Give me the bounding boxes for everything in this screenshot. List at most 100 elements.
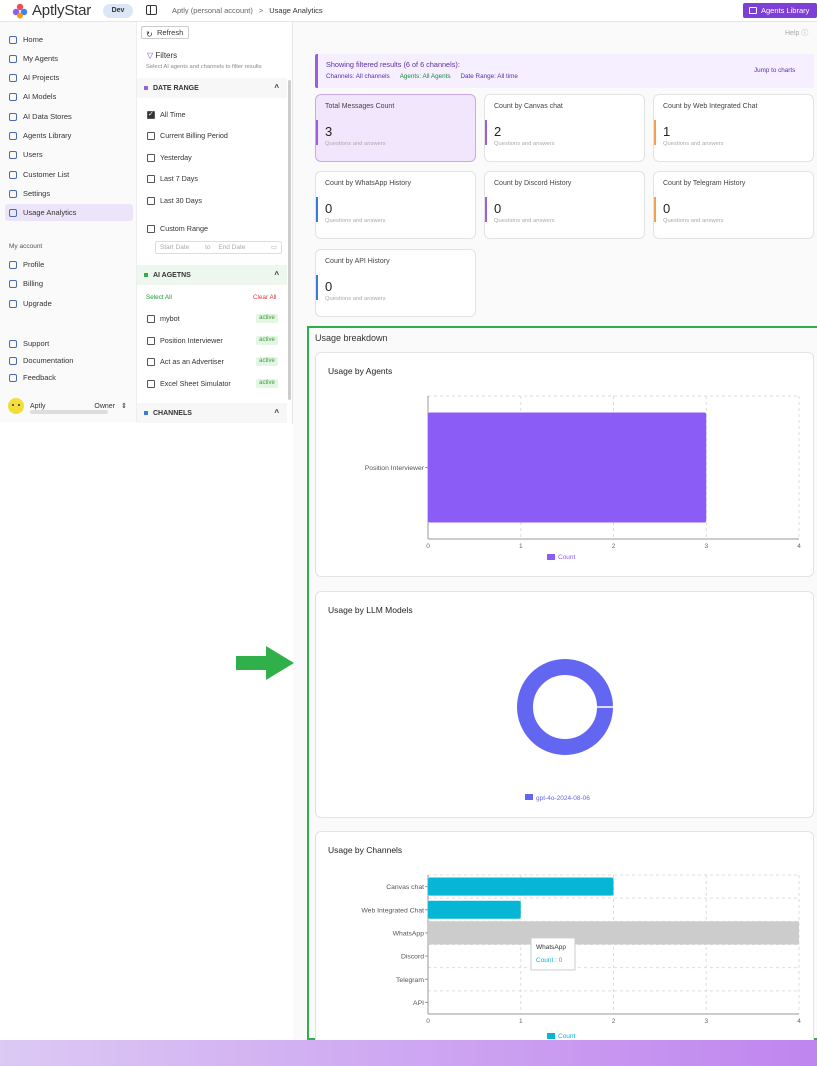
stat-card: Count by Canvas chat 2 Questions and answe… <box>484 94 645 162</box>
sidebar-item-feedback[interactable]: Feedback <box>5 369 133 386</box>
x-tick-label: 2 <box>612 543 616 550</box>
checkbox[interactable] <box>147 336 155 345</box>
card-value: 3 <box>325 124 333 139</box>
checkbox[interactable] <box>147 110 155 119</box>
sidebar-item-label: Agents Library <box>23 131 72 140</box>
sidebar-item-label: AI Projects <box>23 73 60 82</box>
send-icon <box>9 373 17 382</box>
user-first-name: Aptly <box>30 402 46 410</box>
sidebar-item-label: Usage Analytics <box>23 208 77 217</box>
card-subtitle: Questions and answers <box>325 218 386 224</box>
checkbox[interactable] <box>147 379 155 388</box>
top-bar: AptlyStar Dev Aptly (personal account) >… <box>0 0 817 22</box>
checkbox[interactable] <box>147 314 155 323</box>
checkbox[interactable] <box>147 153 155 162</box>
sidebar-item-customer-list[interactable]: Customer List <box>5 166 133 183</box>
channels-section-header[interactable]: CHANNELS ^ <box>137 403 287 423</box>
sidebar-item-my-agents[interactable]: My Agents <box>5 50 133 67</box>
date-option-all-time[interactable]: All Time <box>147 110 186 119</box>
sidebar-item-home[interactable]: Home <box>5 31 133 48</box>
sidebar-item-settings[interactable]: Settings <box>5 185 133 202</box>
sidebar-item-label: AI Models <box>23 92 57 101</box>
date-option-current-billing[interactable]: Current Billing Period <box>147 131 228 140</box>
y-tick-label: Discord <box>401 954 424 961</box>
date-range-section-header[interactable]: DATE RANGE ^ <box>137 78 287 98</box>
clear-all-link[interactable]: Clear All <box>253 294 277 301</box>
date-option-last-30[interactable]: Last 30 Days <box>147 196 202 205</box>
legend-label: Count <box>558 1033 576 1040</box>
sidebar-item-ai-projects[interactable]: AI Projects <box>5 69 133 86</box>
projects-icon <box>9 73 17 82</box>
sidebar-item-label: Feedback <box>23 373 56 382</box>
checkbox[interactable] <box>147 174 155 183</box>
stat-card: Count by WhatsApp History 0 Questions and … <box>315 171 476 239</box>
breadcrumb-workspace[interactable]: Aptly (personal account) <box>172 6 253 15</box>
filter-summary-title: Showing filtered results (6 of 6 channel… <box>326 60 460 69</box>
sidebar-item-label: Home <box>23 35 44 44</box>
sidebar-item-ai-data-stores[interactable]: AI Data Stores <box>5 108 133 125</box>
sidebar-item-profile[interactable]: Profile <box>5 256 133 273</box>
refresh-icon: ↻ <box>146 30 153 39</box>
bottom-gradient-band <box>0 1040 817 1066</box>
aptlystar-logo-icon <box>12 3 28 18</box>
date-to-label: to <box>205 244 211 251</box>
filters-scrollbar[interactable] <box>288 80 291 400</box>
profile-icon <box>9 260 17 269</box>
sidebar-item-documentation[interactable]: Documentation <box>5 352 133 369</box>
sidebar-item-usage-analytics[interactable]: Usage Analytics <box>5 204 133 221</box>
agent-option-mybot[interactable]: mybot <box>147 314 180 323</box>
x-tick-label: 3 <box>704 543 708 550</box>
sidebar-item-users[interactable]: Users <box>5 146 133 163</box>
select-all-link[interactable]: Select All <box>146 294 172 301</box>
agent-option-position-interviewer[interactable]: Position Interviewer <box>147 336 223 345</box>
date-option-custom-range[interactable]: Custom Range <box>147 224 208 233</box>
user-menu[interactable]: Aptly Owner ⇕ <box>8 398 127 414</box>
billing-icon <box>9 279 17 288</box>
sidebar-item-upgrade[interactable]: Upgrade <box>5 295 133 312</box>
sidebar-item-ai-models[interactable]: AI Models <box>5 88 133 105</box>
agent-option-excel-simulator[interactable]: Excel Sheet Simulator <box>147 379 231 388</box>
hover-band <box>428 921 799 945</box>
checkbox[interactable] <box>147 131 155 140</box>
channels-chart-card: Usage by Channels 0 1 2 3 4 Canvas chat Web In… <box>315 831 814 1040</box>
user-icon <box>9 150 17 159</box>
card-accent <box>316 120 318 145</box>
checkbox[interactable] <box>147 224 155 233</box>
bar <box>428 877 614 896</box>
agents-library-button[interactable]: Agents Library <box>743 3 817 18</box>
refresh-button[interactable]: ↻ Refresh <box>141 26 189 39</box>
jump-to-charts-link[interactable]: Jump to charts <box>754 67 796 74</box>
sidebar-item-label: Documentation <box>23 356 74 365</box>
agent-option-advertiser[interactable]: Act as an Advertiser <box>147 357 224 366</box>
status-badge: active <box>256 357 278 366</box>
help-link[interactable]: Help ⓘ <box>785 28 808 38</box>
app-logo[interactable]: AptlyStar <box>12 2 91 19</box>
sidebar-item-support[interactable]: Support <box>5 335 133 352</box>
date-range-title: DATE RANGE <box>153 84 199 92</box>
agents-section-header[interactable]: AI AGETNS ^ <box>137 265 287 285</box>
date-option-yesterday[interactable]: Yesterday <box>147 153 192 162</box>
book-icon <box>9 356 17 365</box>
checkbox[interactable] <box>147 196 155 205</box>
env-badge: Dev <box>103 4 133 18</box>
agents-chart-card: Usage by Agents 0 1 2 3 4 Position Interviewe… <box>315 352 814 577</box>
date-option-last-7[interactable]: Last 7 Days <box>147 174 198 183</box>
card-accent <box>654 120 656 145</box>
sidebar-toggle-icon[interactable] <box>146 5 157 15</box>
card-title: Count by WhatsApp History <box>325 180 411 187</box>
legend-label: gpt-4o-2024-08-06 <box>536 795 590 802</box>
checkbox[interactable] <box>147 357 155 366</box>
x-tick-label: 3 <box>704 1018 708 1025</box>
legend-swatch <box>547 1033 555 1039</box>
sidebar-item-agents-library[interactable]: Agents Library <box>5 127 133 144</box>
sidebar-item-billing[interactable]: Billing <box>5 275 133 292</box>
card-subtitle: Questions and answers <box>663 218 724 224</box>
date-range-input[interactable]: Start Date to End Date ▭ <box>155 241 282 254</box>
card-title: Total Messages Count <box>325 103 395 110</box>
chevron-updown-icon: ⇕ <box>121 403 127 410</box>
gear-icon <box>9 189 17 198</box>
app-name: AptlyStar <box>32 2 92 19</box>
y-tick-label: Canvas chat <box>386 884 424 891</box>
card-title: Count by Discord History <box>494 180 572 187</box>
library-icon <box>749 7 757 14</box>
